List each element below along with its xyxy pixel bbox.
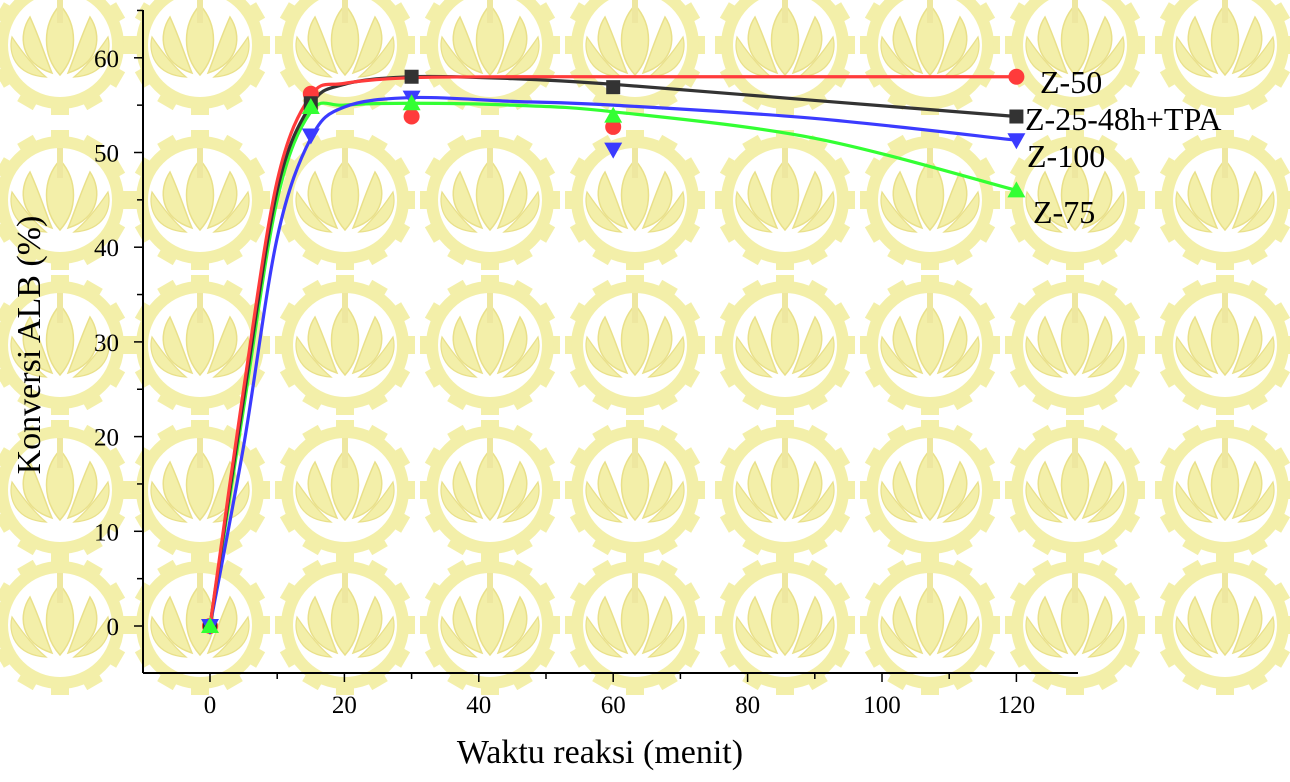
ticks: 0 20 40 60 80 100 120 0 10 20 30 40 50 60 — [94, 9, 1036, 719]
x-tick-label: 80 — [735, 692, 760, 719]
emblem-watermark-icon — [860, 130, 1000, 270]
y-tick-label: 40 — [94, 235, 119, 262]
emblem-watermark-icon — [565, 130, 705, 270]
x-tick-label: 100 — [863, 692, 901, 719]
y-tick-label: 0 — [107, 614, 120, 641]
y-tick-label: 60 — [94, 46, 119, 73]
emblem-watermark-icon — [860, 275, 1000, 415]
y-tick-label: 10 — [94, 519, 119, 546]
emblem-watermark-icon — [860, 555, 1000, 695]
emblem-watermark-icon — [715, 420, 855, 560]
emblem-watermark-icon — [275, 555, 415, 695]
x-tick-label: 60 — [601, 692, 626, 719]
emblem-watermark-icon — [1005, 420, 1145, 560]
x-tick-label: 120 — [998, 692, 1036, 719]
series-curve-z-100 — [208, 95, 1017, 627]
series-curve-z-75 — [208, 101, 1017, 627]
data-point-z-50 — [605, 118, 622, 135]
data-point-z-75 — [1007, 181, 1026, 198]
emblem-watermark-icon — [860, 0, 1000, 115]
x-axis-title: Waktu reaksi (menit) — [457, 734, 743, 771]
data-point-z-25-48h-tpa — [1009, 109, 1024, 124]
emblem-watermark-icon — [0, 420, 130, 560]
series-curves — [208, 74, 1017, 627]
x-tick-label: 40 — [466, 692, 491, 719]
series-curve-z-50 — [208, 75, 1017, 627]
y-axis-title: Konversi ALB (%) — [11, 216, 48, 475]
emblem-watermark-icon — [860, 420, 1000, 560]
data-point-z-50 — [1008, 68, 1025, 85]
emblem-watermark-icon — [1155, 130, 1290, 270]
data-point-z-75 — [201, 617, 219, 633]
x-tick-label: 20 — [332, 692, 357, 719]
data-point-z-100 — [1007, 133, 1026, 150]
emblem-watermark-icon — [275, 0, 415, 115]
emblem-watermark-icon — [1155, 420, 1290, 560]
y-tick-label: 20 — [94, 425, 119, 452]
emblem-watermark-icon — [1155, 0, 1290, 115]
data-point-z-100 — [604, 142, 623, 159]
emblem-watermark-icon — [0, 130, 130, 270]
series-label-z-75: Z-75 — [1033, 194, 1095, 230]
emblem-watermark-icon — [0, 275, 130, 415]
y-tick-label: 30 — [94, 330, 119, 357]
series-label-z-50: Z-50 — [1040, 64, 1102, 100]
emblem-watermark-icon — [420, 275, 560, 415]
emblem-watermark-icon — [420, 555, 560, 695]
y-tick-label: 50 — [94, 141, 119, 168]
emblem-watermark-icon — [420, 420, 560, 560]
data-point-z-25-48h-tpa — [606, 80, 621, 95]
emblem-watermark-icon — [1005, 555, 1145, 695]
data-point-z-100 — [301, 128, 320, 145]
emblem-watermark-icon — [0, 0, 130, 115]
series-label-z-25-48h-tpa: Z-25-48h+TPA — [1025, 101, 1221, 137]
emblem-watermark-icon — [420, 130, 560, 270]
emblem-watermark-icon — [565, 555, 705, 695]
emblem-watermark-icon — [1005, 130, 1145, 270]
x-tick-label: 0 — [204, 692, 217, 719]
emblem-watermark-icon — [1005, 0, 1145, 115]
data-point-z-75 — [604, 106, 623, 123]
data-point-z-25-48h-tpa — [404, 69, 419, 84]
emblem-watermark-icon — [275, 420, 415, 560]
series-label-z-100: Z-100 — [1027, 138, 1105, 174]
data-point-z-50 — [403, 108, 420, 125]
data-point-z-75 — [402, 94, 421, 111]
emblem-watermark-icon — [565, 275, 705, 415]
emblem-watermark-icon — [715, 275, 855, 415]
emblem-watermark-icon — [275, 275, 415, 415]
emblem-watermark-icon — [1155, 275, 1290, 415]
emblem-watermark-icon — [1155, 555, 1290, 695]
emblem-watermark-icon — [1005, 275, 1145, 415]
series-points — [201, 68, 1026, 635]
emblem-watermark-icon — [130, 0, 270, 115]
data-point-z-75 — [301, 98, 320, 115]
emblem-watermark-icon — [0, 555, 130, 695]
